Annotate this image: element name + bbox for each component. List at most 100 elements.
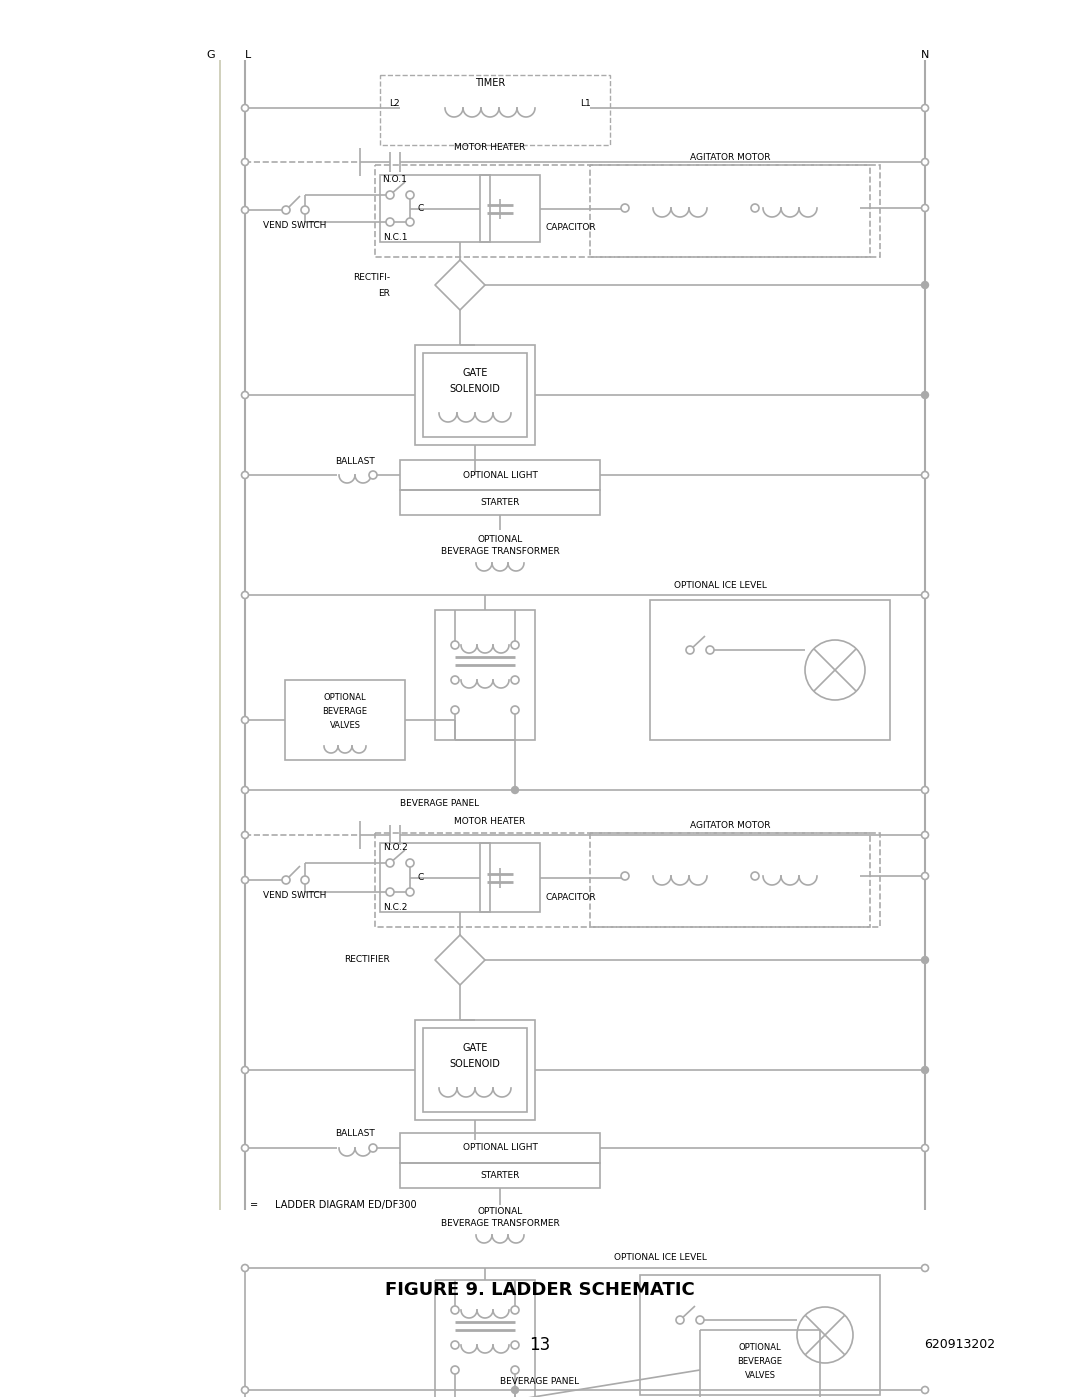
Text: BEVERAGE TRANSFORMER: BEVERAGE TRANSFORMER [441,548,559,556]
Text: SOLENOID: SOLENOID [449,1059,500,1069]
Bar [415,1020,535,1120]
Circle shape [921,873,929,880]
Circle shape [751,872,759,880]
Circle shape [676,1316,684,1324]
Bar [415,345,535,446]
Text: VEND SWITCH: VEND SWITCH [264,222,326,231]
Circle shape [512,1386,518,1393]
Bar [400,460,600,490]
Bar [380,175,490,242]
Text: FIGURE 9. LADDER SCHEMATIC: FIGURE 9. LADDER SCHEMATIC [386,1281,694,1299]
Circle shape [369,1144,377,1153]
Bar [480,175,540,242]
Text: VALVES: VALVES [329,721,361,731]
Bar [590,833,870,928]
Circle shape [242,591,248,598]
Circle shape [386,218,394,226]
Text: CAPACITOR: CAPACITOR [545,893,596,901]
Text: AGITATOR MOTOR: AGITATOR MOTOR [690,820,770,830]
Circle shape [751,204,759,212]
Text: L1: L1 [580,99,591,108]
Circle shape [511,1341,519,1350]
Circle shape [242,1264,248,1271]
Circle shape [242,1386,248,1393]
Circle shape [921,105,929,112]
Bar [480,842,540,912]
Bar [285,680,405,760]
Circle shape [511,1306,519,1315]
Circle shape [301,205,309,214]
Circle shape [386,191,394,198]
Circle shape [921,787,929,793]
Text: N.C.2: N.C.2 [382,904,407,912]
Circle shape [242,831,248,838]
Text: OPTIONAL: OPTIONAL [477,535,523,545]
Circle shape [921,1066,929,1073]
Circle shape [282,205,291,214]
Text: N.O.2: N.O.2 [382,842,407,852]
Bar [700,1330,820,1397]
Bar [640,1275,880,1396]
Circle shape [386,888,394,895]
Circle shape [451,1341,459,1350]
Text: BALLAST: BALLAST [335,1130,375,1139]
Circle shape [242,207,248,214]
Text: N: N [921,50,929,60]
Text: OPTIONAL: OPTIONAL [324,693,366,703]
Text: VALVES: VALVES [744,1372,775,1380]
Bar [400,490,600,515]
Text: C: C [418,204,424,212]
Circle shape [511,676,519,685]
Circle shape [242,1144,248,1151]
Circle shape [242,717,248,724]
Text: =: = [249,1200,258,1210]
Circle shape [921,282,929,289]
Circle shape [242,105,248,112]
Circle shape [406,218,414,226]
Bar [435,610,535,740]
Circle shape [921,204,929,211]
Circle shape [406,888,414,895]
Text: OPTIONAL: OPTIONAL [739,1344,781,1352]
Text: N.O.1: N.O.1 [382,175,407,183]
Text: MOTOR HEATER: MOTOR HEATER [455,144,526,152]
Bar [380,842,490,912]
Text: BEVERAGE TRANSFORMER: BEVERAGE TRANSFORMER [441,1220,559,1228]
Text: RECTIFIER: RECTIFIER [345,956,390,964]
Circle shape [242,1066,248,1073]
Text: TIMER: TIMER [475,78,505,88]
Text: BALLAST: BALLAST [335,457,375,465]
Circle shape [406,859,414,868]
Bar [380,75,610,145]
Circle shape [621,204,629,212]
Bar [400,1162,600,1187]
Bar [423,353,527,437]
Text: MOTOR HEATER: MOTOR HEATER [455,816,526,826]
Circle shape [301,876,309,884]
Circle shape [921,1264,929,1271]
Bar [435,1280,535,1397]
Circle shape [451,1366,459,1375]
Text: BEVERAGE PANEL: BEVERAGE PANEL [400,799,480,809]
Circle shape [242,876,248,883]
Text: OPTIONAL: OPTIONAL [477,1207,523,1217]
Circle shape [921,472,929,479]
Text: STARTER: STARTER [481,1171,519,1180]
Circle shape [921,158,929,165]
Circle shape [511,705,519,714]
Circle shape [451,705,459,714]
Text: LADDER DIAGRAM ED/DF300: LADDER DIAGRAM ED/DF300 [275,1200,417,1210]
Text: OPTIONAL LIGHT: OPTIONAL LIGHT [462,1144,538,1153]
Text: OPTIONAL LIGHT: OPTIONAL LIGHT [462,471,538,479]
Bar [423,1028,527,1112]
Circle shape [921,831,929,838]
Text: G: G [206,50,215,60]
Circle shape [686,645,694,654]
Bar [375,165,880,257]
Circle shape [921,591,929,598]
Text: BEVERAGE PANEL: BEVERAGE PANEL [500,1377,579,1386]
Circle shape [921,1144,929,1151]
Bar [400,1133,600,1162]
Text: GATE: GATE [462,1044,488,1053]
Text: VEND SWITCH: VEND SWITCH [264,891,326,901]
